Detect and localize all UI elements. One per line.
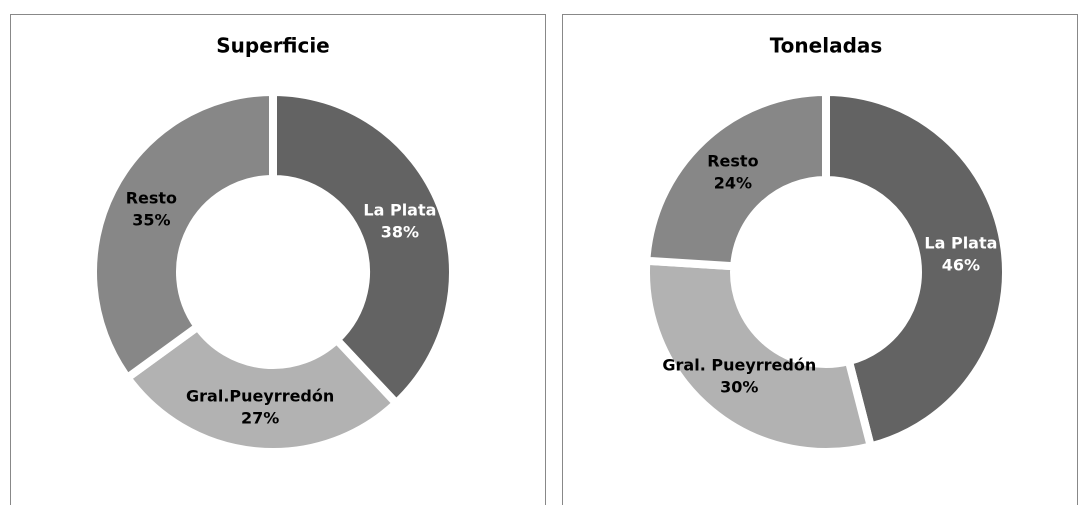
slice-value: 35% [132,211,170,230]
chart-title: Superficie [216,34,330,58]
slice-category: Resto [707,151,758,170]
slice-value: 46% [942,255,980,274]
donut-slice [89,87,277,384]
slice-value: 24% [714,173,752,192]
slice-category: Resto [126,189,177,208]
chart-title: Toneladas [770,34,883,58]
slice-value: 30% [720,377,758,396]
slice-category: Gral.Pueyrredón [186,386,334,405]
slice-category: Gral. Pueyrredón [662,355,816,374]
donut-slice [121,321,402,456]
slice-value: 38% [381,222,419,241]
slice-value: 27% [241,408,279,427]
donut-slice [642,87,830,271]
donut-slice [642,256,876,456]
donut-slice [822,87,1010,452]
slice-category: La Plata [363,200,436,219]
slice-category: La Plata [924,233,997,252]
donut-slice [269,87,457,409]
